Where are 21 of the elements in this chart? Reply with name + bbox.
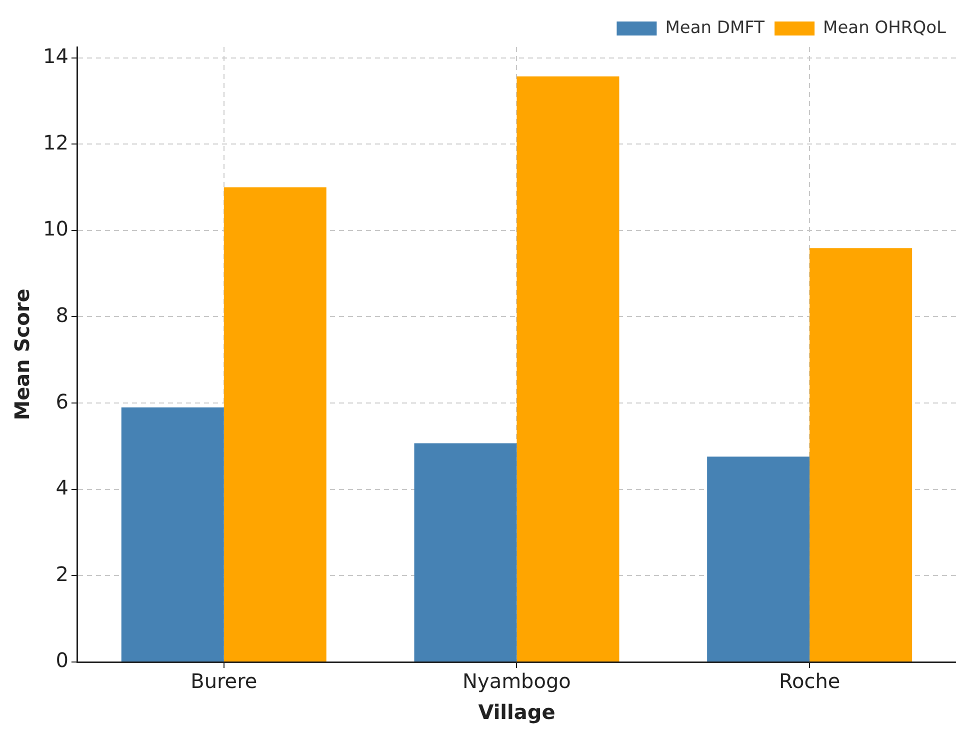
y-tick-label: 6 (56, 389, 68, 414)
x-tick-label: Burere (190, 669, 258, 694)
y-tick-label: 14 (42, 44, 68, 68)
legend-label: Mean OHRQoL (823, 18, 947, 38)
y-tick-label: 0 (56, 648, 68, 672)
x-tick-label: Nyambogo (462, 669, 571, 694)
bar (516, 76, 620, 662)
legend-label: Mean DMFT (665, 18, 766, 38)
y-tick-label: 2 (56, 562, 68, 586)
y-tick-label: 4 (56, 476, 68, 500)
bar (810, 248, 912, 662)
x-axis-title: Village (478, 700, 556, 724)
bar (414, 443, 517, 662)
bar (707, 456, 810, 662)
y-tick-label: 8 (56, 302, 68, 327)
x-tick-label: Roche (778, 669, 840, 694)
bar (224, 187, 326, 662)
bar (121, 407, 224, 662)
y-tick-label: 12 (42, 130, 68, 154)
y-axis-title: Mean Score (10, 288, 34, 420)
y-tick-label: 10 (42, 216, 68, 241)
